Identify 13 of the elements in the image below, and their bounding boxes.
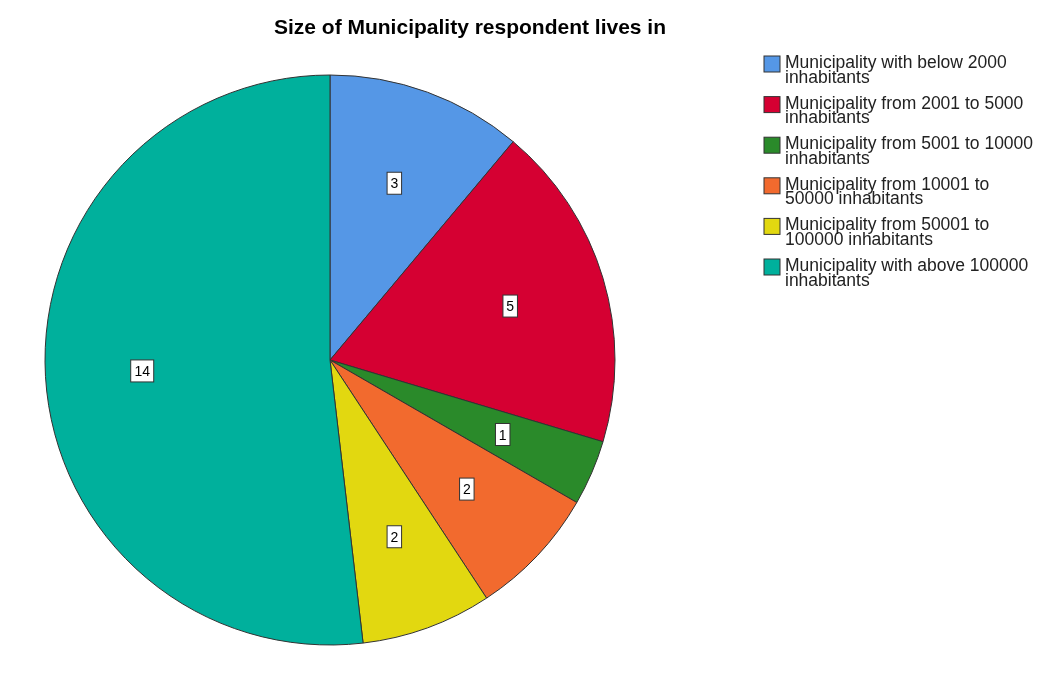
data-label: 2 <box>462 481 471 498</box>
legend-label: Municipality with above 100000 inhabitants <box>785 255 1029 290</box>
legend-label: Municipality from 2001 to 5000 inhabitants <box>785 92 1024 128</box>
data-label: 5 <box>506 298 515 315</box>
data-label: 2 <box>390 528 399 545</box>
data-label: 1 <box>498 426 507 443</box>
legend-label: Municipality from 10001 to 50000 inhabitants <box>785 173 990 209</box>
legend-label: Municipality from 5001 to 10000 inhabitants <box>785 133 1034 168</box>
data-label: 14 <box>134 362 151 379</box>
data-label: 3 <box>390 175 399 192</box>
chart-title: Size of Municipality respondent lives in <box>273 15 667 38</box>
legend-label: Municipality with below 2000 inhabitants <box>785 52 1008 87</box>
legend-label: Municipality from 50001 to 100000 inhabitants <box>785 214 990 249</box>
